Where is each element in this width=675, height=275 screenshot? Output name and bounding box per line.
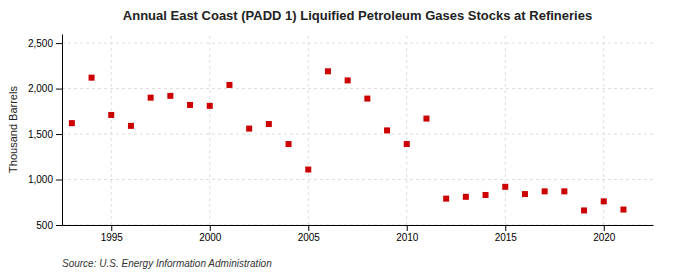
- y-axis: 500 1,000 1,500 2,000 2,500: [28, 35, 63, 231]
- y-tick-label: 2,500: [28, 38, 53, 49]
- x-tick: 2000: [199, 225, 222, 243]
- point: [325, 68, 331, 74]
- chart-svg: 1995 2000 2005 2010 2015 2020 500 1,000 1,500 2,0…: [0, 0, 675, 275]
- x-tick-mark: [505, 225, 506, 231]
- y-tick-mark: [56, 225, 62, 226]
- grid-line-y: [62, 179, 653, 180]
- point: [404, 141, 410, 147]
- point: [364, 96, 370, 102]
- point: [345, 77, 351, 83]
- y-tick: 2,000: [28, 83, 62, 94]
- x-tick: 1995: [101, 225, 124, 243]
- grid-line-x: [209, 34, 210, 225]
- point: [286, 141, 292, 147]
- y-axis-line: [62, 35, 63, 226]
- point: [266, 121, 272, 127]
- y-tick: 1,500: [28, 129, 62, 140]
- point: [463, 194, 469, 200]
- point: [167, 93, 173, 99]
- y-tick-mark: [56, 134, 62, 135]
- grid-line-x: [406, 34, 407, 225]
- x-tick: 2010: [396, 225, 419, 243]
- point: [423, 116, 429, 122]
- y-tick-mark: [56, 43, 62, 44]
- grid-line-x: [308, 34, 309, 225]
- grid-line-x: [603, 34, 604, 225]
- y-tick-label: 500: [36, 220, 53, 231]
- point: [148, 95, 154, 101]
- y-tick: 500: [36, 220, 62, 231]
- x-tick-mark: [210, 225, 211, 231]
- grid-line-y: [62, 225, 653, 226]
- point: [187, 102, 193, 108]
- point: [384, 127, 390, 133]
- point: [128, 123, 134, 129]
- points: [69, 68, 627, 213]
- point: [246, 126, 252, 132]
- y-tick: 2,500: [28, 38, 62, 49]
- point: [69, 120, 75, 126]
- x-tick-mark: [407, 225, 408, 231]
- x-tick: 2020: [593, 225, 616, 243]
- point: [502, 184, 508, 190]
- point: [305, 167, 311, 173]
- grid-line-y: [62, 88, 653, 89]
- x-tick: 2005: [298, 225, 321, 243]
- point: [89, 75, 95, 81]
- y-tick: 1,000: [28, 174, 62, 185]
- point: [620, 207, 626, 213]
- source-note: Source: U.S. Energy Information Administ…: [62, 258, 272, 269]
- x-tick-label: 2000: [199, 232, 222, 243]
- x-tick-label: 2020: [593, 232, 616, 243]
- y-tick-label: 1,500: [28, 129, 53, 140]
- x-tick-label: 2005: [298, 232, 321, 243]
- x-tick-label: 1995: [101, 232, 124, 243]
- x-tick-label: 2010: [396, 232, 419, 243]
- point: [226, 82, 232, 88]
- point: [207, 103, 213, 109]
- point: [581, 207, 587, 213]
- x-axis: 1995 2000 2005 2010 2015 2020: [63, 225, 654, 243]
- grid-line-x: [505, 34, 506, 225]
- y-tick-label: 2,000: [28, 83, 53, 94]
- y-tick-mark: [56, 180, 62, 181]
- x-tick-mark: [308, 225, 309, 231]
- x-tick-mark: [111, 225, 112, 231]
- y-tick-mark: [56, 89, 62, 90]
- point: [561, 188, 567, 194]
- y-tick-label: 1,000: [28, 174, 53, 185]
- y-axis-title: Thousand Barrels: [7, 86, 19, 173]
- x-axis-line: [63, 225, 654, 226]
- point: [443, 196, 449, 202]
- x-tick-mark: [604, 225, 605, 231]
- x-tick: 2015: [495, 225, 518, 243]
- chart-container: 1995 2000 2005 2010 2015 2020 500 1,000 1,500 2,0…: [0, 0, 675, 275]
- point: [483, 192, 489, 198]
- point: [108, 112, 114, 118]
- title: Annual East Coast (PADD 1) Liquified Pet…: [123, 8, 592, 23]
- x-tick-label: 2015: [495, 232, 518, 243]
- grid-line-y: [62, 134, 653, 135]
- point: [542, 188, 548, 194]
- grid-line-x: [111, 34, 112, 225]
- point: [522, 191, 528, 197]
- grid: [62, 34, 653, 225]
- point: [601, 198, 607, 204]
- grid-line-y: [62, 43, 653, 44]
